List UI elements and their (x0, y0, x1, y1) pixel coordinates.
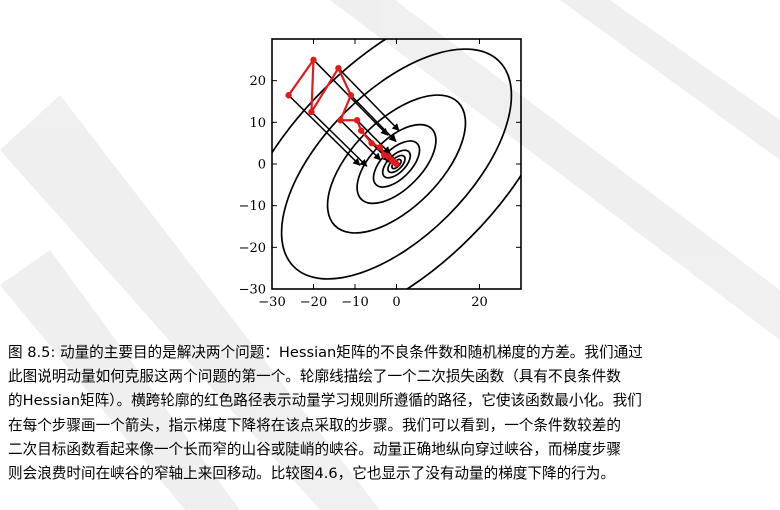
x-tick-label: 20 (471, 295, 488, 310)
contour-line (326, 94, 467, 234)
path-point (376, 144, 384, 151)
x-tick-label: 0 (392, 295, 400, 310)
path-point (308, 108, 315, 116)
x-axis: −30 −20 −10 0 20 (258, 39, 488, 310)
gradient-arrow (310, 111, 368, 167)
contour-line (280, 48, 513, 280)
y-axis: 20 10 0 −10 −20 −30 (239, 74, 521, 298)
caption-line: 在每个步骤画一个箭头，指示梯度下降将在该点采取的步骤。我们可以看到，一个条件数较… (8, 416, 621, 434)
caption-line: 图 8.5: 动量的主要目的是解决两个问题：Hessian矩阵的不良条件数和随机… (8, 344, 643, 361)
x-tick-label: −20 (300, 295, 327, 310)
gradient-arrow (350, 94, 397, 143)
path-point (337, 117, 344, 124)
path-point (285, 92, 292, 99)
caption-line: 二次目标函数看起来像一个长而窄的山谷或陡峭的峡谷。动量正确地纵向穿过峡谷，而梯度… (8, 440, 621, 458)
path-point (335, 64, 342, 72)
path-point (393, 160, 400, 168)
gradient-arrow (337, 67, 400, 132)
caption-line: 此图说明动量如何克服这两个问题的第一个。轮廓线描绘了一个二次损失函数（具有不良条… (8, 368, 621, 386)
path-point (358, 127, 365, 134)
caption-line: 的Hessian矩阵）。横跨轮廓的红色路径表示动量学习规则所遵循的路径，它使该函… (8, 392, 642, 410)
path-point (347, 92, 355, 99)
gradient-arrow (356, 119, 391, 155)
y-tick-label: −20 (239, 241, 266, 256)
momentum-path (285, 56, 400, 168)
contour-figure: −30 −20 −10 0 20 20 10 0 −10 −20 −30 (239, 38, 522, 310)
y-tick-label: −30 (239, 283, 266, 298)
gradient-arrow (339, 119, 382, 161)
path-point (353, 117, 361, 124)
y-tick-label: 10 (249, 116, 266, 131)
y-tick-label: 20 (249, 74, 266, 89)
y-tick-label: 0 (258, 158, 266, 173)
caption-line: 则会浪费时间在峡谷的窄轴上来回移动。比较图4.6，它也显示了没有动量的梯度下降的… (8, 465, 615, 483)
x-tick-label: −10 (341, 295, 368, 310)
path-point (368, 139, 375, 147)
x-tick-label: −30 (258, 295, 285, 310)
gradient-arrow (288, 94, 361, 166)
figure-caption: 图 8.5: 动量的主要目的是解决两个问题：Hessian矩阵的不良条件数和随机… (8, 341, 774, 486)
contour-line (272, 39, 521, 289)
y-tick-label: −10 (239, 199, 266, 214)
path-point (310, 56, 317, 64)
